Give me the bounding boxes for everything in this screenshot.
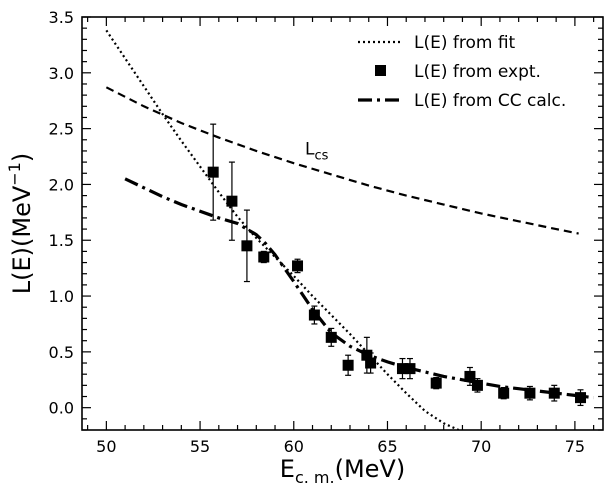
y-axis-title-sup: −1 [5,162,24,186]
x-tick-label: 75 [565,437,585,456]
y-tick-label: 3.0 [49,64,74,83]
y-axis-title-close: ) [8,153,36,162]
x-tick-label: 55 [190,437,210,456]
expt-data-point [258,251,270,263]
x-tick-label: 65 [377,437,397,456]
expt-data-point [498,387,510,399]
y-tick-label: 0.5 [49,343,74,362]
legend-label: L(E) from expt. [414,62,541,82]
expt-data-point [207,166,219,178]
expt-data-point [396,363,408,375]
y-tick-label: 2.0 [49,175,74,194]
x-axis-title: Ec. m.(MeV) [280,455,405,485]
expt-data-point [342,359,354,371]
series-line-dashed [105,86,579,235]
y-tick-label: 3.5 [49,8,74,27]
expt-data-point [325,331,337,343]
x-axis-title-unit: (MeV) [335,455,406,483]
legend-label: L(E) from fit [414,33,516,53]
x-tick-label: 70 [471,437,491,456]
plot-frame [81,16,604,431]
legend-marker [375,65,386,76]
expt-data-point [292,260,304,272]
series-line-dashdot [124,177,594,400]
expt-data-point [365,357,377,369]
tick-labels: 50 55 60 65 70 75 0.0 0.5 1.0 1.5 2.0 2.5 3.0 3.5 [49,8,586,456]
legend: L(E) from fit L(E) from expt. L(E) from CC… [358,33,566,111]
expt-data-point [524,387,536,399]
y-tick-label: 2.5 [49,120,74,139]
y-axis-title-main: L(E)(MeV [8,185,36,294]
lcs-annotation: Lcs [305,139,329,163]
x-axis-title-sub: c. m. [295,468,335,485]
series-line-dotted [105,29,460,430]
lcs-annotation-main: L [305,139,315,159]
expt-data-point [575,392,587,404]
expt-data-point [430,377,442,389]
expt-data-point [308,309,320,321]
y-axis-title: L(E)(MeV−1) [5,153,36,294]
plot-marks [105,29,594,430]
expt-data-point [548,387,560,399]
lcs-annotation-sub: cs [315,148,329,163]
expt-data-point [226,195,238,207]
x-tick-label: 60 [284,437,304,456]
expt-data-point [464,370,476,382]
x-tick-label: 50 [96,437,116,456]
expt-data-point [471,379,483,391]
expt-data-point [241,240,253,252]
y-tick-label: 1.5 [49,231,74,250]
legend-label: L(E) from CC calc. [414,91,566,111]
axis-ticks [82,16,603,431]
x-axis-title-main: E [280,455,295,483]
y-tick-label: 0.0 [49,399,74,418]
y-tick-label: 1.0 [49,287,74,306]
